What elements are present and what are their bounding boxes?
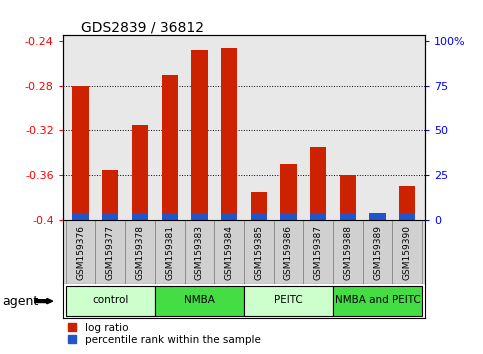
Bar: [221, 213, 237, 220]
Text: GSM159384: GSM159384: [225, 225, 234, 280]
Text: GSM159376: GSM159376: [76, 225, 85, 280]
FancyBboxPatch shape: [363, 220, 392, 285]
Bar: [399, 186, 415, 220]
Bar: [102, 170, 118, 220]
FancyBboxPatch shape: [333, 220, 363, 285]
Bar: [251, 192, 267, 220]
Text: control: control: [92, 296, 128, 306]
Bar: [132, 125, 148, 220]
Bar: [369, 213, 386, 220]
Text: NMBA and PEITC: NMBA and PEITC: [335, 296, 420, 306]
Text: GSM159386: GSM159386: [284, 225, 293, 280]
Bar: [369, 214, 386, 220]
Bar: [72, 213, 89, 220]
FancyBboxPatch shape: [244, 220, 273, 285]
FancyBboxPatch shape: [214, 220, 244, 285]
Bar: [251, 213, 267, 220]
FancyBboxPatch shape: [155, 220, 185, 285]
Bar: [340, 175, 356, 220]
Text: NMBA: NMBA: [184, 296, 215, 306]
FancyBboxPatch shape: [392, 220, 422, 285]
Text: GSM159388: GSM159388: [343, 225, 352, 280]
Bar: [72, 86, 89, 220]
FancyBboxPatch shape: [333, 286, 422, 316]
Bar: [310, 147, 327, 220]
FancyBboxPatch shape: [96, 220, 125, 285]
FancyBboxPatch shape: [244, 286, 333, 316]
Bar: [132, 213, 148, 220]
Text: PEITC: PEITC: [274, 296, 303, 306]
Text: GSM159390: GSM159390: [403, 225, 412, 280]
Bar: [191, 213, 208, 220]
Text: GSM159377: GSM159377: [106, 225, 115, 280]
FancyBboxPatch shape: [66, 286, 155, 316]
Text: agent: agent: [2, 295, 39, 308]
FancyBboxPatch shape: [303, 220, 333, 285]
FancyBboxPatch shape: [66, 220, 96, 285]
Bar: [340, 213, 356, 220]
Bar: [161, 75, 178, 220]
Text: GSM159381: GSM159381: [165, 225, 174, 280]
FancyBboxPatch shape: [185, 220, 214, 285]
Text: GSM159387: GSM159387: [313, 225, 323, 280]
Text: GDS2839 / 36812: GDS2839 / 36812: [81, 20, 204, 34]
Bar: [221, 48, 237, 220]
FancyBboxPatch shape: [125, 220, 155, 285]
Text: GSM159385: GSM159385: [254, 225, 263, 280]
Bar: [280, 213, 297, 220]
Bar: [161, 213, 178, 220]
Text: GSM159389: GSM159389: [373, 225, 382, 280]
Text: GSM159378: GSM159378: [136, 225, 144, 280]
Bar: [102, 213, 118, 220]
FancyBboxPatch shape: [273, 220, 303, 285]
Bar: [280, 164, 297, 220]
FancyBboxPatch shape: [155, 286, 244, 316]
Bar: [310, 213, 327, 220]
Legend: log ratio, percentile rank within the sample: log ratio, percentile rank within the sa…: [68, 323, 260, 345]
Bar: [399, 213, 415, 220]
Text: GSM159383: GSM159383: [195, 225, 204, 280]
Bar: [191, 50, 208, 220]
